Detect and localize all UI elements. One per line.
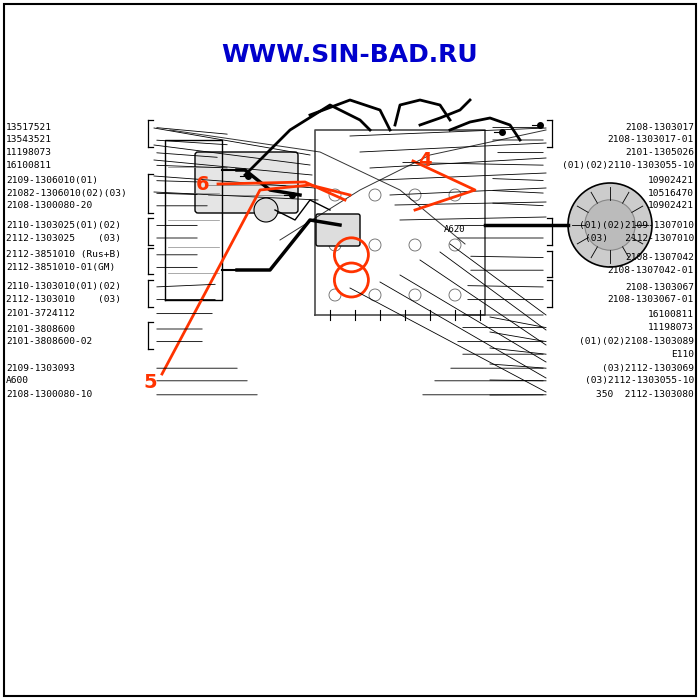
Text: 2109-1306010(01): 2109-1306010(01) xyxy=(6,176,98,185)
Text: 2108-1307042-01: 2108-1307042-01 xyxy=(608,266,694,274)
Text: 2112-3851010-01(GM): 2112-3851010-01(GM) xyxy=(6,263,116,272)
Text: (03)2112-1303055-10: (03)2112-1303055-10 xyxy=(584,377,694,385)
Text: 16100811: 16100811 xyxy=(6,161,52,169)
Text: 10516470: 10516470 xyxy=(648,189,694,197)
Text: 2110-1303010(01)(02): 2110-1303010(01)(02) xyxy=(6,283,121,291)
Text: A620: A620 xyxy=(444,225,466,234)
Text: 2101-3808600: 2101-3808600 xyxy=(6,325,75,333)
Text: 11198073: 11198073 xyxy=(648,323,694,332)
Text: 6: 6 xyxy=(196,174,210,193)
Text: 350  2112-1303080: 350 2112-1303080 xyxy=(596,391,694,399)
Text: E110: E110 xyxy=(671,350,694,358)
Text: 13543521: 13543521 xyxy=(6,136,52,144)
Text: 21082-1306010(02)(03): 21082-1306010(02)(03) xyxy=(6,189,127,197)
Text: 13517521: 13517521 xyxy=(6,123,52,132)
Text: 2108-1303067: 2108-1303067 xyxy=(625,283,694,291)
Text: 2101-3808600-02: 2101-3808600-02 xyxy=(6,337,92,346)
FancyBboxPatch shape xyxy=(316,214,360,246)
Text: 2108-1303067-01: 2108-1303067-01 xyxy=(608,295,694,304)
Text: 11198073: 11198073 xyxy=(6,148,52,157)
Text: A600: A600 xyxy=(6,377,29,385)
Text: 2109-1303093: 2109-1303093 xyxy=(6,364,75,372)
Text: (01)(02)2108-1303089: (01)(02)2108-1303089 xyxy=(579,337,694,346)
Text: 2110-1303025(01)(02): 2110-1303025(01)(02) xyxy=(6,221,121,230)
Circle shape xyxy=(254,198,278,222)
Text: (01)(02)2109-1307010: (01)(02)2109-1307010 xyxy=(579,221,694,230)
Text: 4: 4 xyxy=(418,151,432,171)
Text: 2108-1300080-10: 2108-1300080-10 xyxy=(6,391,92,399)
Text: (03)2112-1303069: (03)2112-1303069 xyxy=(602,364,694,372)
FancyBboxPatch shape xyxy=(195,152,298,213)
Text: 10902421: 10902421 xyxy=(648,176,694,185)
Text: 2108-1307042: 2108-1307042 xyxy=(625,253,694,262)
Text: 2108-1300080-20: 2108-1300080-20 xyxy=(6,202,92,210)
Text: WWW.SIN-BAD.RU: WWW.SIN-BAD.RU xyxy=(222,43,478,67)
Text: 2112-1303010    (03): 2112-1303010 (03) xyxy=(6,295,121,304)
Text: 2112-3851010 (Rus+B): 2112-3851010 (Rus+B) xyxy=(6,251,121,259)
Text: (01)(02)2110-1303055-10: (01)(02)2110-1303055-10 xyxy=(561,161,694,169)
Text: 5: 5 xyxy=(144,372,157,391)
Text: 2112-1303025    (03): 2112-1303025 (03) xyxy=(6,234,121,242)
Text: 2108-1303017-01: 2108-1303017-01 xyxy=(608,136,694,144)
Circle shape xyxy=(568,183,652,267)
Text: 2101-3724112: 2101-3724112 xyxy=(6,309,75,318)
Text: 10902421: 10902421 xyxy=(648,202,694,210)
Circle shape xyxy=(584,199,635,250)
Text: (03)   2112-1307010: (03) 2112-1307010 xyxy=(584,234,694,242)
Text: 16100811: 16100811 xyxy=(648,311,694,319)
Text: 2101-1305026: 2101-1305026 xyxy=(625,148,694,157)
Text: 2108-1303017: 2108-1303017 xyxy=(625,123,694,132)
